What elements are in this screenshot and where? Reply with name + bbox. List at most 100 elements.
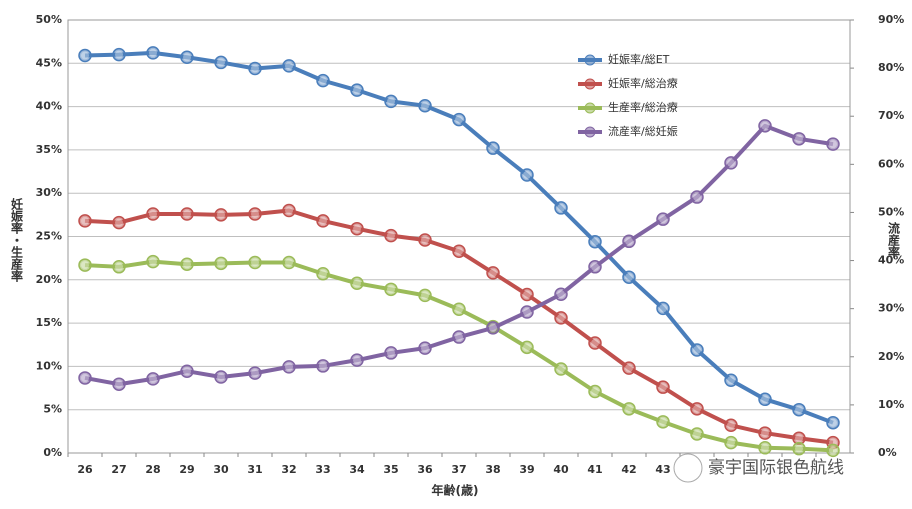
marker-highlight — [217, 58, 225, 67]
legend-marker — [584, 78, 596, 90]
series-marker — [112, 47, 126, 62]
series-marker — [282, 203, 296, 218]
marker-highlight — [285, 362, 293, 371]
series-marker — [520, 305, 534, 319]
marker-highlight — [319, 361, 327, 370]
watermark-icon — [673, 453, 703, 483]
marker-highlight — [727, 421, 735, 430]
marker-highlight — [727, 438, 735, 447]
series-marker — [350, 83, 364, 97]
series-marker — [486, 266, 500, 280]
marker-highlight — [693, 429, 701, 438]
y-tick-label: 40% — [36, 100, 62, 113]
x-axis-title: 年齢(歳) — [432, 483, 479, 498]
x-tick-label: 42 — [621, 463, 636, 476]
marker-highlight — [353, 279, 361, 288]
x-tick-label: 41 — [587, 463, 602, 476]
marker-highlight — [387, 348, 395, 357]
plot-border — [67, 19, 851, 454]
marker-highlight — [693, 345, 701, 354]
legend-label: 妊娠率/総ET — [608, 52, 670, 66]
x-tick-label: 40 — [553, 463, 569, 476]
series-marker — [214, 370, 228, 384]
y-tick-label: 50% — [36, 13, 62, 26]
series-marker — [316, 266, 330, 281]
series-marker — [554, 311, 568, 325]
series-marker — [282, 59, 296, 73]
watermark: 豪宇国际银色航线 — [673, 453, 846, 483]
marker-highlight — [659, 417, 667, 426]
marker-highlight — [353, 86, 361, 95]
series-marker — [826, 137, 840, 151]
series-marker — [180, 207, 194, 221]
marker-highlight — [591, 339, 599, 348]
series-marker — [180, 257, 194, 271]
series-marker — [486, 141, 500, 155]
series-marker — [384, 346, 398, 360]
x-tick-label: 26 — [77, 463, 93, 476]
series-marker — [724, 373, 738, 388]
marker-highlight — [659, 304, 667, 313]
series-marker — [384, 282, 398, 297]
marker-highlight — [523, 290, 531, 299]
marker-highlight — [183, 260, 191, 269]
marker-highlight — [81, 373, 89, 382]
x-tick-label: 31 — [247, 463, 262, 476]
x-tick-label: 38 — [485, 463, 500, 476]
series-marker — [554, 362, 568, 376]
marker-highlight — [557, 203, 565, 212]
series-marker — [214, 208, 228, 222]
marker-highlight — [523, 171, 531, 180]
marker-highlight — [455, 333, 463, 342]
y2-tick-label: 90% — [878, 13, 904, 26]
y2-axis-title: 流産率 — [887, 221, 901, 259]
legend-marker — [584, 102, 596, 114]
y-axis-title: 妊娠率・生産率 — [10, 197, 24, 283]
series-marker — [622, 402, 636, 416]
marker-highlight — [353, 356, 361, 365]
marker-highlight — [829, 446, 837, 455]
series-marker — [656, 212, 670, 226]
marker-highlight — [795, 434, 803, 443]
series-marker — [248, 366, 262, 380]
marker-highlight — [795, 134, 803, 143]
series-marker — [758, 392, 772, 407]
series-marker — [452, 330, 466, 344]
marker-highlight — [285, 258, 293, 267]
series-marker — [452, 244, 466, 258]
series-marker — [452, 302, 466, 316]
y-tick-label: 0% — [43, 446, 62, 459]
series-marker — [792, 132, 806, 146]
series-marker — [656, 380, 670, 394]
marker-highlight — [319, 76, 327, 85]
marker-highlight — [829, 418, 837, 427]
marker-highlight — [251, 64, 259, 73]
marker-highlight — [149, 209, 157, 218]
marker-highlight — [625, 404, 633, 413]
marker-highlight — [421, 101, 429, 110]
marker-highlight — [217, 210, 225, 219]
series-marker — [792, 402, 806, 417]
marker-highlight — [761, 121, 769, 130]
marker-highlight — [625, 364, 633, 373]
marker-highlight — [591, 262, 599, 271]
x-tick-label: 34 — [349, 463, 365, 476]
series-marker — [384, 228, 398, 243]
series-marker — [350, 221, 364, 236]
series-marker — [316, 214, 330, 228]
y-tick-label: 15% — [36, 316, 62, 329]
marker-highlight — [285, 206, 293, 215]
marker-highlight — [693, 193, 701, 202]
marker-highlight — [115, 50, 123, 59]
y-tick-label: 25% — [36, 230, 62, 243]
series-marker — [690, 427, 704, 441]
legend-label: 流産率/総妊娠 — [608, 124, 678, 138]
y2-tick-label: 60% — [878, 157, 904, 170]
series-marker — [554, 201, 568, 215]
series-marker — [520, 287, 534, 302]
series-marker — [248, 255, 262, 270]
series-marker — [554, 287, 568, 301]
y2-tick-label: 10% — [878, 398, 904, 411]
marker-highlight — [761, 443, 769, 452]
